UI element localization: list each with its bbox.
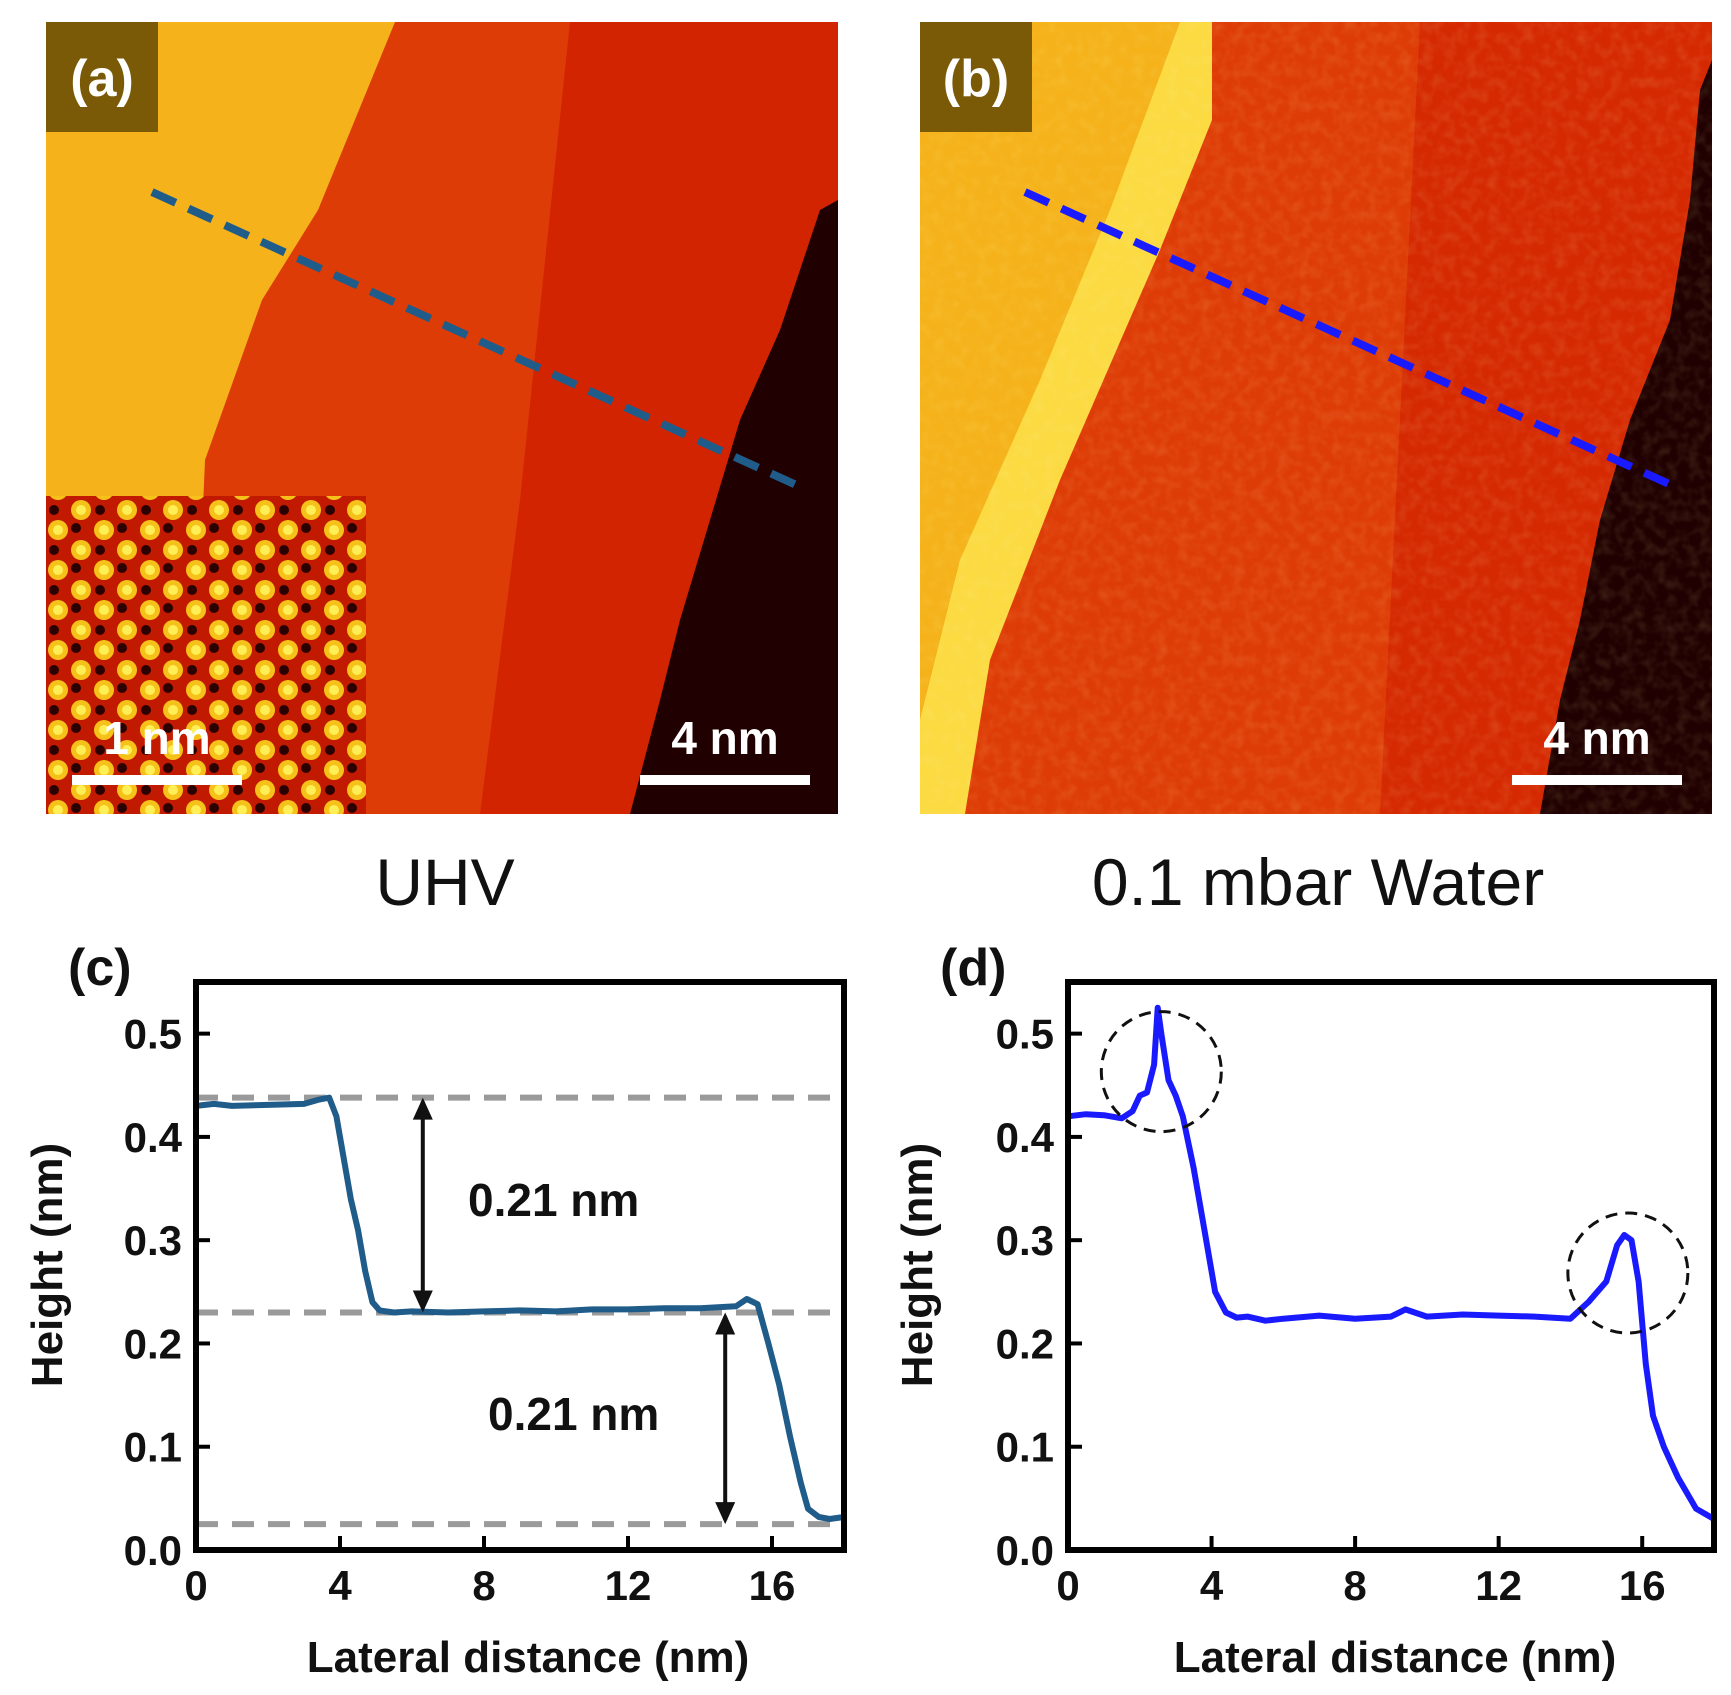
y-tick-label: 0.3 [996, 1217, 1054, 1264]
x-tick-label: 4 [1200, 1562, 1224, 1609]
x-tick-label: 4 [328, 1562, 352, 1609]
y-tick-label: 0.1 [996, 1424, 1054, 1471]
y-tick-label: 0.5 [124, 1011, 182, 1058]
plot-area-c: 0 4 8 12 16 0.0 0.1 0.2 0.3 0.4 0.5 [124, 1011, 847, 1609]
inset-scale-bar-label: 1 nm [103, 712, 210, 764]
step-arrow-head-down [412, 1290, 433, 1313]
x-tick-label: 8 [472, 1562, 495, 1609]
x-axis-label-d: Lateral distance (nm) [1174, 1633, 1617, 1682]
panel-label-c: (c) [68, 939, 132, 997]
stm-image-water [920, 22, 1712, 814]
x-tick-label: 16 [749, 1562, 796, 1609]
x-tick-label: 8 [1343, 1562, 1366, 1609]
image-noise-b [920, 22, 1712, 814]
panel-label-d: (d) [940, 939, 1006, 997]
x-axis-label-c: Lateral distance (nm) [307, 1633, 750, 1682]
annotation-step-1: 0.21 nm [468, 1174, 639, 1226]
panel-label-a: (a) [70, 50, 134, 108]
x-tick-label: 16 [1619, 1562, 1666, 1609]
y-tick-label: 0.2 [124, 1320, 182, 1367]
inset-atomic-lattice [46, 496, 366, 814]
y-axis-label-d: Height (nm) [893, 1143, 942, 1387]
chart-d: (d) 0 4 8 12 16 0.0 0.1 0.2 0.3 0.4 0.5 Lateral di… [893, 939, 1717, 1682]
x-tick-label: 0 [1056, 1562, 1079, 1609]
y-tick-label: 0.0 [124, 1527, 182, 1574]
caption-uhv: UHV [375, 845, 514, 919]
y-tick-label: 0.0 [996, 1527, 1054, 1574]
plot-area-d: 0 4 8 12 16 0.0 0.1 0.2 0.3 0.4 0.5 [996, 1004, 1717, 1609]
terrace-dark [630, 200, 838, 814]
step-arrow-head-up [412, 1097, 433, 1120]
caption-water: 0.1 mbar Water [1092, 845, 1544, 919]
y-tick-label: 0.2 [996, 1320, 1054, 1367]
panel-label-b: (b) [943, 50, 1009, 108]
plot-frame-d [1065, 979, 1717, 1553]
y-tick-label: 0.3 [124, 1217, 182, 1264]
step-arrow-head-down [715, 1502, 736, 1525]
stm-image-uhv [46, 22, 838, 814]
x-tick-label: 12 [605, 1562, 652, 1609]
y-tick-label: 0.4 [124, 1114, 183, 1161]
y-axis-label-c: Height (nm) [23, 1143, 72, 1387]
panel-label-box-b [920, 22, 1032, 132]
x-tick-label: 0 [184, 1562, 207, 1609]
y-tick-label: 0.1 [124, 1424, 182, 1471]
series-line-0 [1065, 1004, 1717, 1522]
x-tick-label: 12 [1475, 1562, 1522, 1609]
scale-bar-label-b: 4 nm [1543, 712, 1650, 764]
peak-highlight-circle [1099, 1010, 1223, 1134]
y-tick-label: 0.5 [996, 1011, 1054, 1058]
annotation-step-2: 0.21 nm [488, 1388, 659, 1440]
panel-label-box-a [46, 22, 158, 132]
peak-highlight-circle [1566, 1211, 1690, 1335]
plot-frame-c [193, 979, 847, 1553]
step-arrow-head-up [715, 1312, 736, 1335]
chart-c: (c) 0 4 8 12 16 0.0 0.1 0.2 0.3 0.4 0.5 0.21 nm 0.… [23, 939, 847, 1682]
y-tick-label: 0.4 [996, 1114, 1055, 1161]
series-line-0 [193, 1094, 847, 1522]
scale-bar-label-a: 4 nm [671, 712, 778, 764]
